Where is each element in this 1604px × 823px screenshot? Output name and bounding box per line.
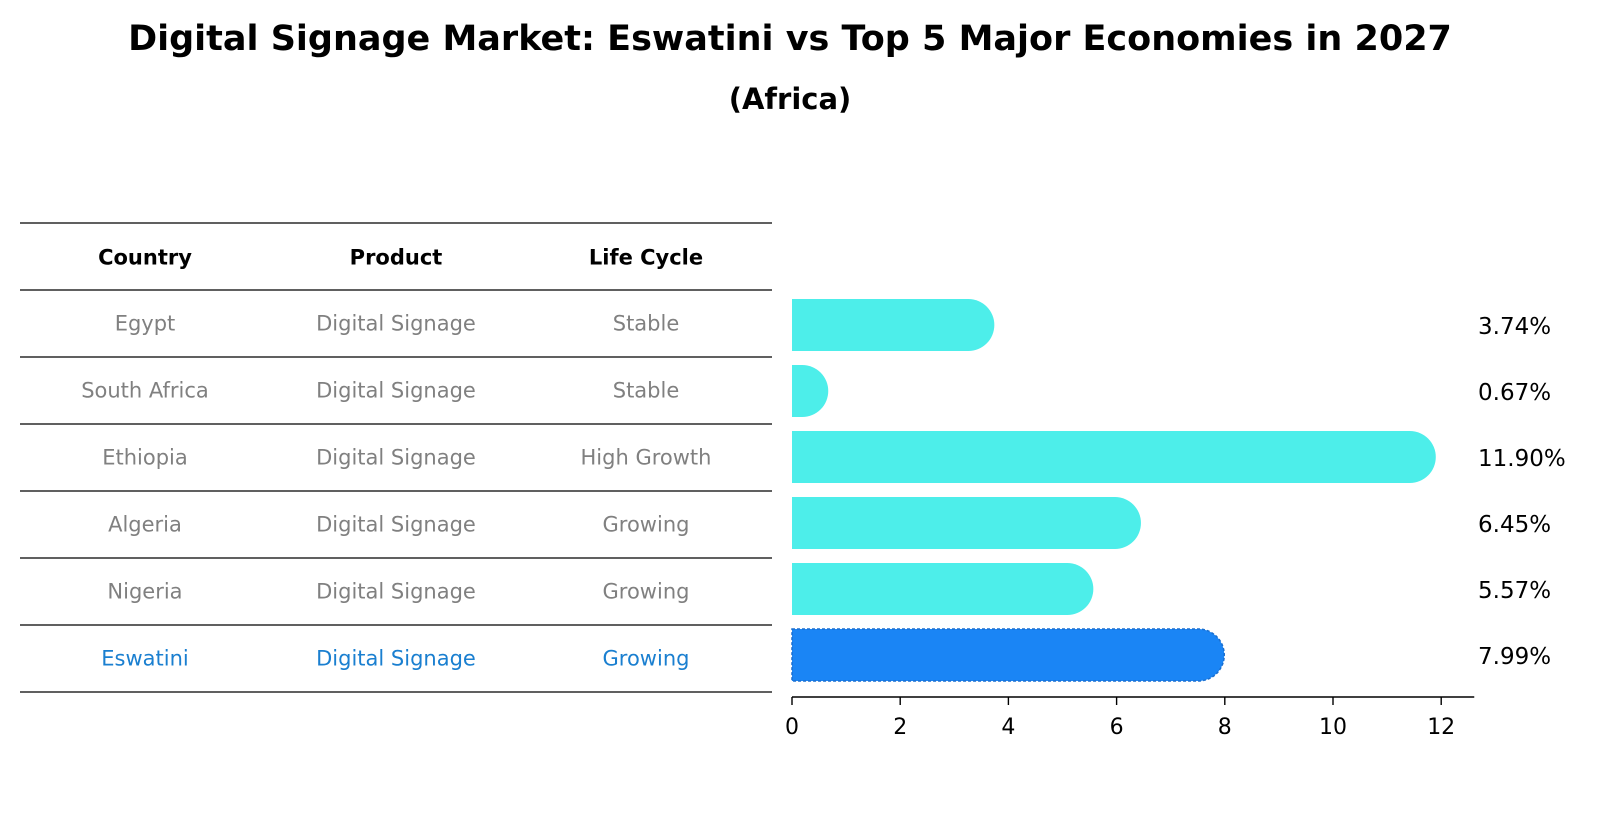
table-header-life-cycle: Life Cycle	[589, 246, 703, 270]
data-label: 11.90%	[1478, 446, 1566, 472]
x-tick-label: 10	[1319, 715, 1347, 740]
table-cell-life-cycle: Stable	[613, 379, 680, 403]
table-cell-country: Eswatini	[101, 647, 188, 671]
table-cell-product: Digital Signage	[316, 647, 476, 671]
data-label: 7.99%	[1478, 644, 1551, 670]
table-cell-life-cycle: High Growth	[581, 446, 712, 470]
table-cell-product: Digital Signage	[316, 513, 476, 537]
bar-highlight	[791, 628, 1226, 682]
bar	[792, 431, 1436, 483]
data-label: 3.74%	[1478, 314, 1551, 340]
table-header-country: Country	[98, 246, 192, 270]
table-cell-life-cycle: Growing	[603, 580, 690, 604]
bar	[792, 299, 995, 351]
table-cell-country: Ethiopia	[102, 446, 188, 470]
table-cell-life-cycle: Growing	[603, 647, 690, 671]
table-cell-country: Nigeria	[107, 580, 182, 604]
table-cell-product: Digital Signage	[316, 379, 476, 403]
chart-title: Digital Signage Market: Eswatini vs Top …	[128, 19, 1452, 59]
x-tick-label: 12	[1427, 715, 1455, 740]
table-cell-life-cycle: Growing	[603, 513, 690, 537]
x-axis: 0 2 4 6 8 10 12	[785, 696, 1475, 740]
table-header-product: Product	[350, 246, 443, 270]
table-cell-country: Egypt	[115, 312, 176, 336]
table-cell-country: Algeria	[108, 513, 182, 537]
x-tick-label: 6	[1110, 715, 1124, 740]
table-cell-product: Digital Signage	[316, 446, 476, 470]
table-cell-life-cycle: Stable	[613, 312, 680, 336]
table-cell-product: Digital Signage	[316, 580, 476, 604]
data-label: 0.67%	[1478, 380, 1551, 406]
x-tick-label: 2	[893, 715, 907, 740]
table-cell-product: Digital Signage	[316, 312, 476, 336]
bar	[792, 563, 1094, 615]
bar	[792, 497, 1141, 549]
table-cell-country: South Africa	[81, 379, 209, 403]
data-label: 6.45%	[1478, 512, 1551, 538]
chart-subtitle: (Africa)	[729, 82, 852, 116]
bar	[792, 365, 829, 417]
data-labels: 3.74% 0.67% 11.90% 6.45% 5.57% 7.99%	[1478, 314, 1566, 670]
x-tick-label: 8	[1218, 715, 1232, 740]
data-label: 5.57%	[1478, 578, 1551, 604]
data-table: Country Product Life Cycle Egypt Digital Sig…	[20, 222, 772, 693]
bar-plot	[791, 299, 1436, 682]
x-tick-label: 0	[785, 715, 799, 740]
x-tick-label: 4	[1001, 715, 1015, 740]
